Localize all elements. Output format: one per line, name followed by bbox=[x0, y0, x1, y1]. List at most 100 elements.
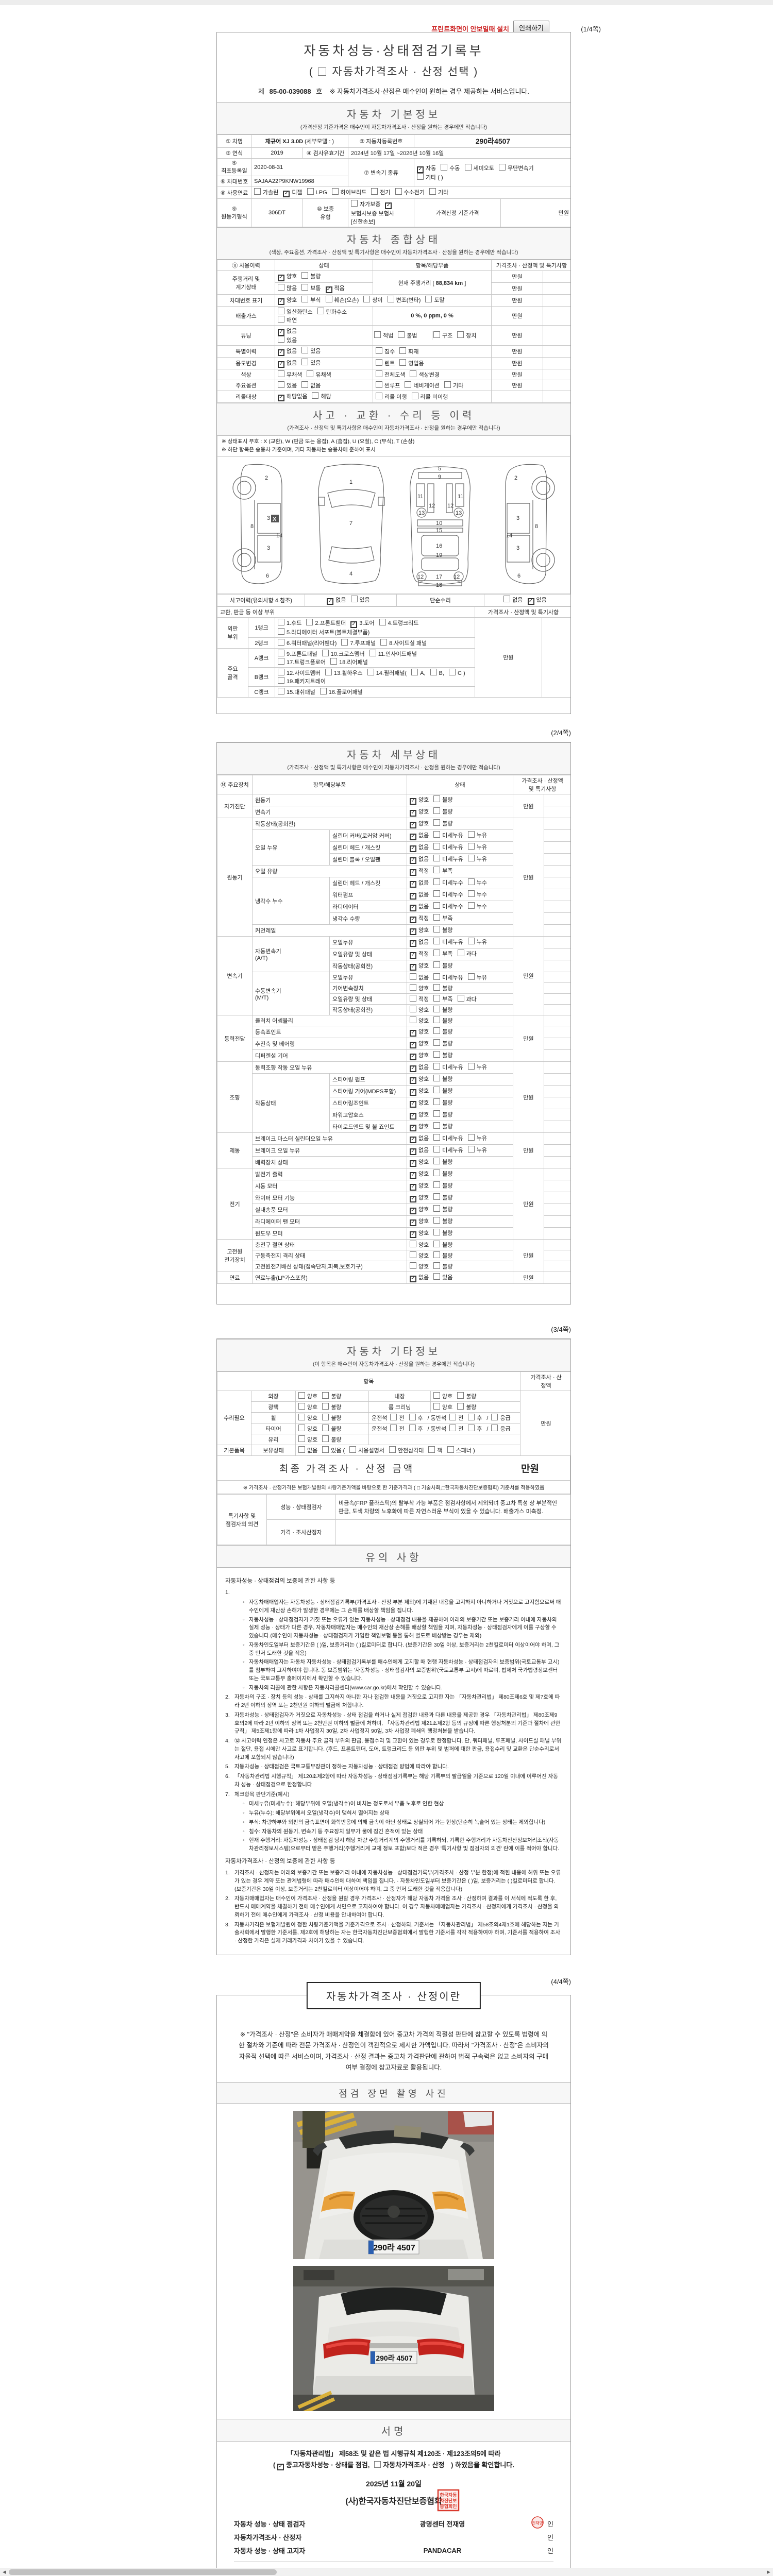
checkbox[interactable] bbox=[278, 284, 284, 291]
checkbox[interactable] bbox=[387, 296, 394, 302]
checkbox[interactable]: ✓ bbox=[278, 361, 284, 368]
checkbox[interactable] bbox=[278, 316, 284, 323]
checkbox[interactable] bbox=[498, 164, 506, 171]
checkbox[interactable] bbox=[306, 618, 313, 625]
checkbox[interactable]: ✓ bbox=[325, 286, 332, 293]
checkbox[interactable] bbox=[278, 676, 284, 684]
checkbox[interactable] bbox=[411, 668, 418, 675]
checkbox[interactable] bbox=[341, 638, 348, 646]
checkbox[interactable] bbox=[301, 381, 309, 388]
checkbox[interactable] bbox=[433, 1403, 440, 1410]
checkbox[interactable] bbox=[298, 1435, 305, 1442]
checkbox[interactable] bbox=[278, 336, 284, 343]
checkbox[interactable]: ✓ bbox=[385, 202, 392, 209]
checkbox[interactable] bbox=[322, 1414, 329, 1420]
checkbox[interactable] bbox=[410, 1251, 416, 1258]
checkbox[interactable] bbox=[307, 370, 314, 377]
checkbox[interactable]: ✓ bbox=[277, 2464, 284, 2470]
checkbox[interactable] bbox=[317, 308, 324, 314]
checkbox[interactable] bbox=[298, 1403, 305, 1410]
checkbox[interactable] bbox=[433, 984, 441, 991]
checkbox[interactable] bbox=[410, 1241, 416, 1247]
checkbox[interactable] bbox=[457, 1403, 464, 1410]
checkbox[interactable] bbox=[433, 926, 441, 933]
checkbox[interactable] bbox=[409, 1425, 416, 1431]
checkbox[interactable] bbox=[433, 914, 441, 921]
checkbox[interactable]: ✓ bbox=[410, 1276, 416, 1282]
checkbox[interactable] bbox=[444, 381, 451, 388]
checkbox[interactable] bbox=[433, 1229, 441, 1235]
checkbox[interactable] bbox=[433, 1087, 441, 1093]
valuation-select-checkbox[interactable] bbox=[317, 67, 326, 76]
checkbox[interactable] bbox=[433, 1262, 441, 1269]
checkbox[interactable] bbox=[278, 308, 284, 314]
checkbox[interactable]: ✓ bbox=[327, 598, 334, 605]
checkbox[interactable] bbox=[467, 1146, 475, 1153]
checkbox[interactable] bbox=[433, 1051, 441, 1058]
checkbox[interactable] bbox=[491, 1425, 498, 1431]
checkbox[interactable] bbox=[411, 393, 418, 399]
checkbox[interactable] bbox=[395, 188, 402, 195]
checkbox[interactable] bbox=[448, 668, 456, 675]
checkbox[interactable] bbox=[398, 331, 405, 338]
checkbox[interactable]: ✓ bbox=[410, 822, 416, 828]
checkbox[interactable] bbox=[468, 1425, 475, 1431]
checkbox[interactable]: ✓ bbox=[410, 952, 416, 959]
checkbox[interactable] bbox=[410, 995, 416, 1002]
checkbox[interactable] bbox=[298, 1392, 305, 1399]
checkbox[interactable] bbox=[433, 1170, 441, 1176]
checkbox[interactable] bbox=[376, 359, 382, 366]
checkbox[interactable] bbox=[433, 878, 441, 885]
checkbox[interactable]: ✓ bbox=[410, 1125, 416, 1131]
checkbox[interactable]: ✓ bbox=[410, 1077, 416, 1084]
checkbox[interactable] bbox=[467, 843, 475, 850]
checkbox[interactable] bbox=[374, 331, 381, 338]
checkbox[interactable]: ✓ bbox=[410, 893, 416, 900]
checkbox[interactable]: ✓ bbox=[278, 395, 284, 401]
checkbox[interactable] bbox=[464, 164, 472, 171]
checkbox[interactable] bbox=[298, 1446, 305, 1453]
checkbox[interactable]: ✓ bbox=[278, 275, 284, 281]
checkbox[interactable] bbox=[430, 668, 437, 675]
checkbox[interactable]: ✓ bbox=[410, 1160, 416, 1167]
checkbox[interactable]: ✓ bbox=[410, 917, 416, 923]
checkbox[interactable]: ✓ bbox=[410, 845, 416, 852]
checkbox[interactable] bbox=[447, 1446, 454, 1453]
checkbox[interactable]: ✓ bbox=[410, 810, 416, 817]
checkbox[interactable]: ✓ bbox=[410, 1196, 416, 1202]
scroll-right-arrow[interactable]: ▶ bbox=[764, 2568, 773, 2576]
checkbox[interactable] bbox=[433, 331, 440, 338]
checkbox[interactable] bbox=[433, 1217, 441, 1224]
checkbox[interactable] bbox=[320, 687, 327, 694]
checkbox[interactable] bbox=[363, 296, 371, 302]
checkbox[interactable] bbox=[390, 1414, 397, 1420]
checkbox[interactable]: ✓ bbox=[410, 857, 416, 864]
checkbox[interactable] bbox=[467, 831, 475, 838]
checkbox[interactable] bbox=[350, 595, 358, 602]
checkbox[interactable]: ✓ bbox=[410, 1172, 416, 1179]
checkbox[interactable] bbox=[399, 359, 407, 366]
checkbox[interactable] bbox=[325, 296, 332, 302]
checkbox[interactable] bbox=[410, 1006, 416, 1012]
checkbox[interactable] bbox=[278, 657, 284, 665]
checkbox[interactable] bbox=[433, 1039, 441, 1046]
checkbox[interactable] bbox=[410, 1016, 416, 1023]
checkbox[interactable] bbox=[433, 1241, 441, 1247]
checkbox[interactable] bbox=[433, 1181, 441, 1188]
checkbox[interactable]: ✓ bbox=[278, 298, 284, 305]
checkbox[interactable] bbox=[278, 638, 284, 646]
checkbox[interactable] bbox=[503, 595, 511, 602]
checkbox[interactable]: ✓ bbox=[278, 349, 284, 356]
checkbox[interactable] bbox=[433, 1273, 441, 1280]
checkbox[interactable] bbox=[433, 867, 441, 873]
checkbox[interactable] bbox=[429, 188, 436, 195]
checkbox[interactable]: ✓ bbox=[410, 1054, 416, 1060]
checkbox[interactable] bbox=[409, 1414, 416, 1420]
scroll-left-arrow[interactable]: ◀ bbox=[0, 2568, 9, 2576]
checkbox[interactable] bbox=[322, 649, 329, 656]
checkbox[interactable]: ✓ bbox=[410, 834, 416, 840]
checkbox[interactable] bbox=[301, 296, 309, 302]
checkbox[interactable] bbox=[467, 938, 475, 944]
checkbox[interactable] bbox=[298, 1425, 305, 1431]
checkbox[interactable] bbox=[322, 1435, 329, 1442]
